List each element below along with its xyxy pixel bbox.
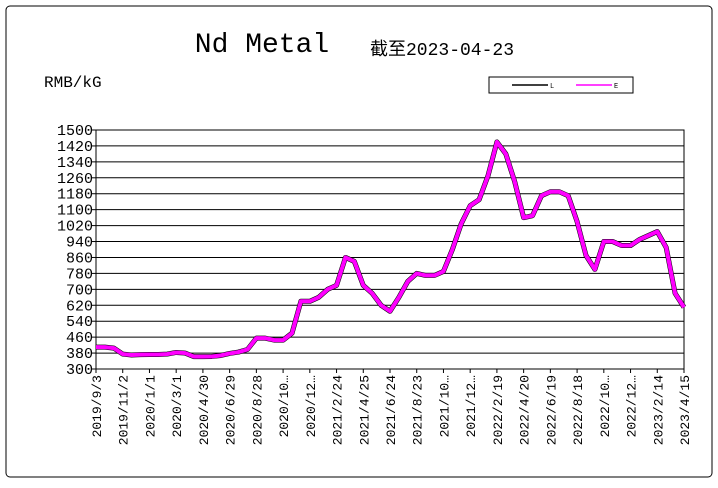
x-tick-label: 2022/4/20 [518,375,533,445]
x-tick-label: 2022/2/19 [491,375,506,445]
x-tick-label: 2020/12… [304,375,319,438]
y-tick-label: 1020 [57,219,93,236]
x-tick-label: 2020/3/1 [170,375,185,438]
y-tick-label: 700 [66,282,93,299]
x-tick-label: 2020/8/28 [250,375,265,445]
legend-label: L [550,83,554,91]
x-tick-label: 2023/4/15 [678,375,693,445]
x-tick-label: 2022/8/18 [571,375,586,445]
x-tick-label: 2021/10… [437,375,452,438]
x-tick-label: 2021/8/23 [411,375,426,445]
chart-subtitle: 截至2023-04-23 [370,39,514,61]
y-tick-label: 860 [66,250,93,267]
x-tick-label: 2019/11/2 [117,375,132,445]
y-axis-label: RMB/kG [44,74,102,92]
y-tick-label: 780 [66,266,93,283]
x-tick-label: 2020/1/1 [143,375,158,438]
x-tick-label: 2021/12… [464,375,479,438]
legend-label: E [614,83,618,91]
x-tick-label: 2022/10… [598,375,613,438]
y-tick-label: 940 [66,235,93,252]
x-tick-label: 2021/2/24 [331,375,346,445]
y-tick-label: 1180 [57,187,93,204]
y-tick-label: 1340 [57,155,93,172]
y-tick-label: 380 [66,346,93,363]
y-tick-label: 1500 [57,123,93,140]
x-tick-label: 2020/6/29 [224,375,239,445]
y-tick-label: 460 [66,330,93,347]
x-tick-label: 2023/2/14 [651,375,666,445]
x-tick-label: 2019/9/3 [90,375,105,437]
x-tick-label: 2021/4/25 [357,375,372,445]
x-tick-label: 2020/10… [277,375,292,438]
x-tick-label: 2020/4/30 [197,375,212,445]
y-tick-label: 540 [66,314,93,331]
x-tick-label: 2021/6/24 [384,375,399,445]
y-tick-label: 1260 [57,171,93,188]
y-tick-label: 620 [66,298,93,315]
y-tick-label: 1420 [57,139,93,156]
y-tick-label: 300 [66,362,93,379]
plot-area [95,129,685,370]
legend-box [488,76,634,94]
x-tick-label: 2022/6/19 [544,375,559,445]
x-tick-label: 2022/12… [625,375,640,438]
chart-title: Nd Metal [195,30,329,61]
series-line [96,139,686,359]
y-tick-label: 1100 [57,203,93,220]
